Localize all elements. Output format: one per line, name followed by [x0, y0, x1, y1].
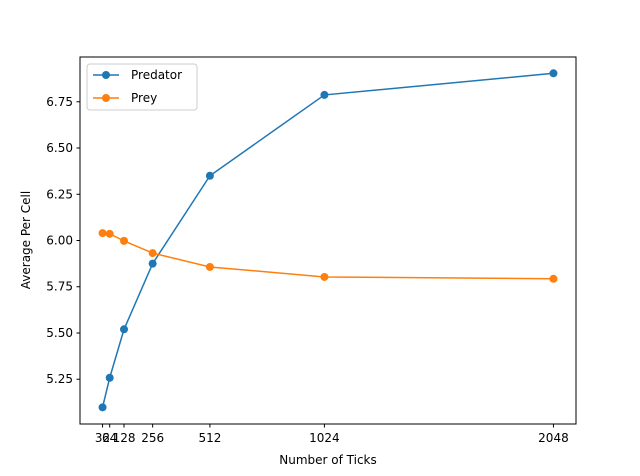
prey-data-point [105, 229, 114, 238]
prey-data-point [98, 229, 107, 238]
predator-data-point [148, 259, 157, 268]
x-tick-label: 32 [95, 431, 110, 445]
prey-series-line [102, 232, 554, 280]
x-tick-label: 128 [113, 431, 136, 445]
prey-data-point [120, 236, 129, 245]
prey-data-point [205, 262, 214, 271]
predator-data-point [205, 171, 214, 180]
y-tick-label: 5.50 [46, 326, 73, 340]
y-tick-label: 6.25 [46, 187, 73, 201]
y-tick-label: 6.50 [46, 141, 73, 155]
prey-data-point [320, 272, 329, 281]
legend-marker-predator [102, 71, 110, 79]
predator-data-point [105, 373, 114, 382]
x-axis-label: Number of Ticks [279, 453, 377, 467]
y-tick-label: 6.75 [46, 95, 73, 109]
prey-data-point [148, 249, 157, 258]
x-tick-label: 64 [102, 431, 117, 445]
predator-data-point [549, 69, 558, 78]
x-tick-label: 256 [141, 431, 164, 445]
y-axis: 5.25 5.50 5.75 6.00 6.25 6.50 6.75 [46, 95, 80, 386]
predator-data-point [98, 403, 107, 412]
x-tick-label: 2048 [538, 431, 569, 445]
y-axis-label: Average Per Cell [19, 191, 33, 289]
predator-series-line [101, 72, 554, 408]
y-tick-label: 5.75 [46, 280, 73, 294]
x-tick-label: 512 [198, 431, 221, 445]
plot-frame [79, 56, 577, 425]
series-layer [98, 69, 558, 412]
prey-data-point [549, 274, 558, 283]
y-tick-label: 6.00 [46, 234, 73, 248]
legend-label-predator: Predator [131, 68, 182, 82]
y-tick-label: 5.25 [46, 372, 73, 386]
legend-marker-prey [102, 94, 110, 102]
predator-data-point [320, 90, 329, 99]
legend-label-prey: Prey [131, 91, 157, 105]
x-tick-label: 1024 [309, 431, 340, 445]
legend: Predator Prey [86, 63, 198, 111]
predator-data-point [120, 325, 129, 334]
